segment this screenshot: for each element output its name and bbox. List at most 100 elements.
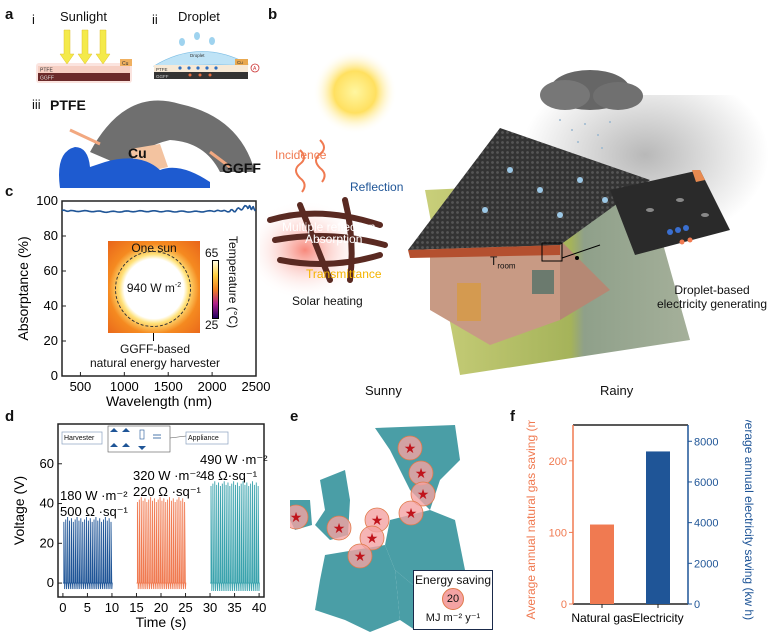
site-marker: ★: [326, 515, 352, 541]
colorbar-min: 25: [205, 318, 219, 332]
x-axis-label: Wavelength (nm): [106, 393, 212, 409]
star-icon: ★: [366, 530, 379, 546]
svg-text:A: A: [253, 66, 257, 72]
x-tick-label: 2000: [198, 379, 227, 394]
x-tick-label: 1000: [110, 379, 139, 394]
transmittance-label: Transmittance: [306, 267, 382, 281]
flexible-film-photo: [59, 100, 255, 188]
site-circle: [410, 481, 436, 507]
y-tick-label: 100: [36, 193, 58, 208]
gloved-hand: [59, 147, 210, 188]
svg-text:PTFE: PTFE: [40, 68, 53, 74]
x-tick-label: 5: [84, 600, 91, 615]
france: [315, 545, 400, 632]
sunny-label: Sunny: [365, 383, 402, 398]
panel-a-ii-numeral: ii: [152, 12, 158, 27]
x-axis-label: Time (s): [136, 614, 187, 630]
left-y-axis-label: Average annual natural gas saving (m³): [524, 420, 538, 619]
series-label-power: 490 W ·m⁻²: [200, 452, 268, 467]
star-icon: ★: [405, 505, 418, 521]
y-tick-label: 60: [40, 456, 54, 471]
one-sun-label: One sun: [131, 241, 177, 255]
star-icon: ★: [354, 548, 367, 564]
rainy-label: Rainy: [600, 383, 634, 398]
colorbar: [212, 260, 219, 319]
star-icon: ★: [333, 520, 346, 536]
voltage-trace-0: [62, 517, 113, 590]
left-tick-label: 0: [561, 599, 567, 611]
solar-heating-label: Solar heating: [292, 294, 363, 308]
window: [532, 270, 554, 294]
series-label-resistance: 48 Ω·sq⁻¹: [200, 468, 258, 483]
svg-text:Droplet: Droplet: [190, 53, 205, 58]
legend-unit: MJ m⁻² y⁻¹: [425, 612, 481, 624]
legend-marker: 20: [442, 588, 464, 610]
multiple-reflection-label: Multiple reflection: [282, 220, 376, 234]
panel-a-iii-numeral: iii: [32, 97, 41, 112]
star-icon: ★: [417, 486, 430, 502]
plot-frame: [61, 200, 257, 377]
ggff-label: GGFF: [222, 160, 261, 176]
left-tick-label: 100: [549, 527, 567, 539]
irradiance-label: 940 W m-2: [126, 281, 182, 295]
bar-electricity: [646, 451, 670, 604]
voltage-chart: 0 5 10 15 20 25 30 35 40 0 20 40 60 Time (s) Voltage (…: [11, 423, 268, 630]
energy-saving-legend: Energy saving 20 MJ m⁻² y⁻¹: [413, 570, 493, 630]
series-label-resistance: 220 Ω ·sq⁻¹: [133, 484, 202, 499]
circuit-appliance-label: Appliance: [188, 435, 219, 442]
x-tick-label: 15: [129, 600, 143, 615]
fiber-network-icon: [267, 197, 388, 283]
inset-caption-2: natural energy harvester: [89, 356, 221, 370]
panel-label-b: b: [268, 6, 278, 23]
droplet-title: Droplet: [178, 9, 220, 24]
roof: [408, 128, 650, 250]
y-tick-label: 60: [44, 263, 58, 278]
sunlight-diagram: PTFE GGFF Cu: [36, 29, 132, 83]
star-icon: ★: [371, 512, 384, 528]
incidence-wave-icon: [295, 139, 326, 193]
sunlight-title: Sunlight: [60, 9, 107, 24]
y-tick-label: 40: [40, 496, 54, 511]
site-marker: ★: [408, 460, 434, 486]
x-tick-label: 30: [203, 600, 217, 615]
y-tick-label: 0: [47, 575, 54, 590]
series-label-resistance: 500 Ω ·sq⁻¹: [60, 504, 129, 519]
left-tick-label: 200: [549, 456, 567, 468]
rain-cloud-icon: [540, 70, 643, 153]
x-tick-label: 35: [227, 600, 241, 615]
panel-label-d: d: [5, 408, 15, 425]
x-tick-label: 20: [154, 600, 168, 615]
site-circle: [290, 504, 309, 530]
panel-label-e: e: [290, 408, 299, 425]
right-tick-label: 0: [694, 599, 700, 611]
panel-label-f: f: [510, 408, 515, 425]
absorptance-line: [61, 204, 257, 214]
x-tick-label: 2500: [242, 379, 270, 394]
droplet-diagram: A Droplet PTFE GGFF Cu: [152, 32, 260, 79]
svg-text:GGFF: GGFF: [40, 76, 54, 82]
droplet-electricity-label: Droplet-based electricity generating: [656, 283, 768, 311]
panel-label-c: c: [5, 183, 14, 200]
site-marker: ★: [359, 525, 385, 551]
series-label-power: 180 W ·m⁻²: [60, 488, 128, 503]
site-circle: [397, 435, 423, 461]
y-tick-label: 40: [44, 298, 58, 313]
x-tick-label: 40: [252, 600, 266, 615]
rectifier-circuit-diagram: [61, 425, 229, 453]
ggff-layer: [38, 73, 130, 81]
droplet-panel-icon: [610, 170, 730, 255]
thermal-image: One sun 940 W m-2: [108, 241, 200, 333]
panel-label-a: a: [5, 6, 14, 23]
svg-text:PTFE: PTFE: [156, 67, 168, 72]
site-marker: ★: [290, 504, 309, 530]
incidence-label: Incidence: [275, 148, 327, 162]
house-illustration: [260, 50, 730, 375]
y-axis-label: Voltage (V): [11, 476, 27, 545]
reflection-label: Reflection: [350, 180, 404, 194]
right-tick-label: 8000: [694, 436, 718, 448]
svg-text:Cu: Cu: [237, 60, 243, 65]
x-tick-label: 10: [105, 600, 119, 615]
y-tick-label: 20: [40, 535, 54, 550]
y-tick-label: 80: [44, 228, 58, 243]
